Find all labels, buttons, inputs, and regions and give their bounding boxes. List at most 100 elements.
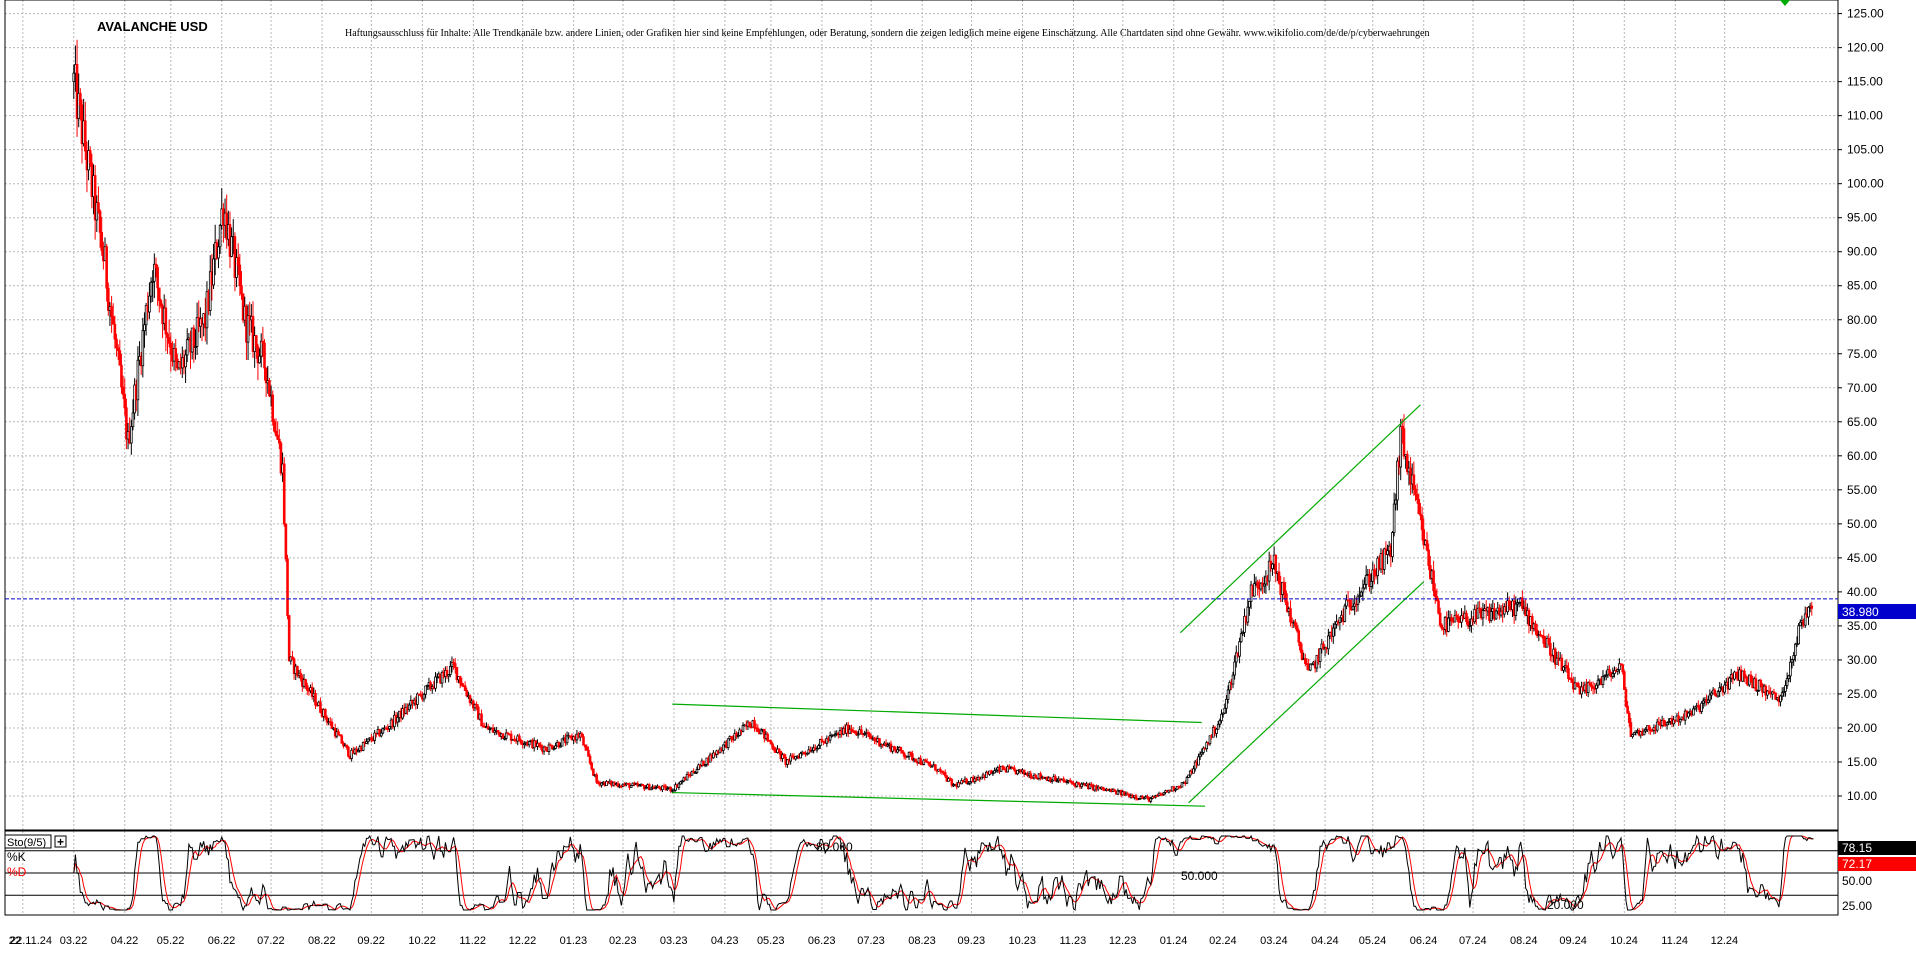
candle-body	[476, 706, 480, 720]
candle-body	[340, 735, 344, 744]
candle-body	[1570, 678, 1574, 683]
candle-body	[1016, 769, 1019, 775]
candle-body	[218, 224, 222, 248]
candle-body	[1767, 690, 1771, 694]
x-tick-label: 22	[9, 935, 21, 947]
candle-body	[83, 120, 87, 152]
x-tick-label: 06.22	[208, 935, 236, 947]
candle-body	[1218, 720, 1222, 725]
candle-body	[1013, 767, 1016, 771]
candle-body	[1613, 670, 1616, 674]
candle-body	[1608, 669, 1611, 673]
candle-body	[966, 782, 970, 785]
candle-body	[519, 740, 523, 744]
x-tick-label: 06.23	[808, 935, 836, 947]
candle-body	[118, 350, 122, 366]
candle-body	[922, 759, 926, 765]
candle-body	[1373, 569, 1376, 576]
candle-body	[455, 667, 459, 681]
candle-body	[730, 736, 733, 739]
expand-button[interactable]	[54, 835, 67, 848]
candle-body	[810, 750, 814, 753]
candle-body	[1308, 663, 1312, 671]
candle-body	[1655, 721, 1659, 731]
candle-body	[1198, 753, 1202, 758]
candle-body	[271, 394, 275, 423]
y-tick-label: 35.00	[1847, 619, 1877, 633]
candle-body	[1415, 494, 1419, 500]
candle-body	[1662, 719, 1666, 725]
candle-body	[1185, 777, 1189, 784]
candle-body	[1534, 623, 1537, 631]
candle-body	[236, 257, 240, 266]
y-tick-label: 25.00	[1847, 687, 1877, 701]
candle-body	[273, 421, 276, 432]
candle-body	[906, 755, 909, 758]
candle-body	[305, 685, 309, 691]
candle-body	[184, 354, 187, 368]
plus-icon[interactable]: +	[57, 835, 64, 849]
candle-body	[304, 679, 307, 687]
x-tick-label: 12.22	[509, 935, 537, 947]
candle-body	[1591, 686, 1595, 689]
candle-body	[287, 615, 291, 662]
y-tick-label: 90.00	[1847, 245, 1877, 259]
x-tick-label: 02.23	[609, 935, 637, 947]
candle-body	[1440, 624, 1444, 629]
candle-body	[1304, 658, 1307, 664]
candle-body	[1647, 725, 1651, 731]
candle-body	[1535, 629, 1539, 636]
candle-body	[1611, 673, 1615, 678]
candle-body	[1466, 621, 1470, 627]
candle-body	[957, 782, 960, 788]
d-value-label: 72.17	[1842, 857, 1872, 871]
candle-body	[141, 330, 145, 367]
candle-body	[1285, 601, 1289, 612]
candle-body	[590, 762, 594, 770]
candle-body	[151, 280, 154, 283]
candle-body	[1134, 795, 1138, 799]
candle-body	[1282, 581, 1286, 592]
candle-body	[296, 665, 299, 676]
candle-body	[1351, 605, 1355, 611]
candle-body	[934, 764, 937, 771]
stoch-level-labels: 80.000 50.000 20.000	[816, 840, 1584, 912]
candle-body	[1455, 614, 1458, 618]
candle-body	[192, 327, 196, 348]
candle-body	[1226, 689, 1230, 700]
candle-body	[560, 738, 564, 747]
candle-body	[1549, 643, 1552, 656]
candle-body	[407, 704, 411, 711]
candle-body	[1345, 599, 1348, 607]
y-tick-label: 30.00	[1847, 653, 1877, 667]
candle-body	[256, 346, 260, 364]
candle-body	[702, 760, 705, 767]
candle-body	[911, 753, 914, 761]
candle-body	[1785, 678, 1789, 686]
candle-body	[1692, 708, 1695, 716]
candle-body	[929, 763, 932, 767]
candle-body	[595, 774, 598, 783]
candle-body	[873, 737, 876, 741]
current-price-marker: 38.980	[1838, 604, 1916, 619]
candle-body	[144, 305, 148, 326]
candle-body	[1364, 574, 1368, 585]
candle-body	[878, 738, 881, 747]
candle-body	[805, 752, 809, 755]
candle-body	[799, 753, 802, 759]
x-tick-label: 09.23	[958, 935, 986, 947]
stoch-legend: Sto(9/5) + %K %D	[4, 834, 67, 879]
candle-body	[491, 727, 495, 733]
candle-body	[1417, 499, 1421, 515]
candle-body	[261, 340, 265, 344]
candle-body	[1234, 652, 1238, 663]
disclaimer-text: Haftungsausschluss für Inhalte: Alle Tre…	[345, 28, 1430, 39]
candle-body	[661, 785, 664, 791]
candle-body	[1243, 615, 1246, 633]
candle-body	[1116, 790, 1120, 795]
candle-body	[1644, 729, 1648, 732]
x-tick-label: 11.22	[459, 935, 486, 947]
candle-body	[679, 781, 682, 785]
candle-body	[649, 787, 653, 791]
candle-body	[1629, 722, 1633, 738]
